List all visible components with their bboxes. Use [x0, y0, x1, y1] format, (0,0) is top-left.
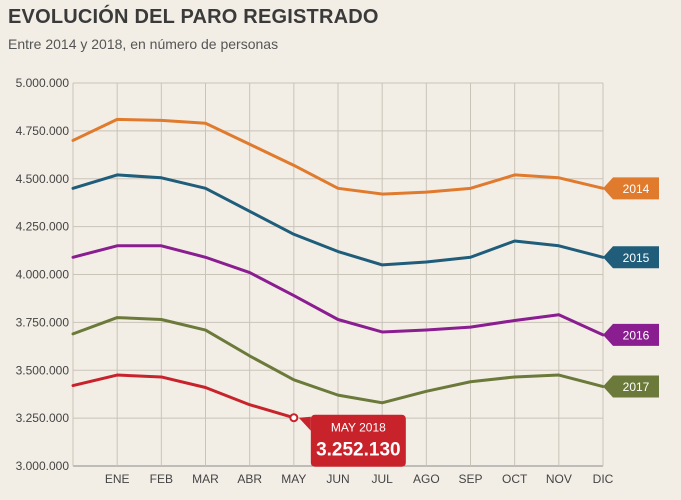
- x-tick-label: JUL: [371, 472, 393, 486]
- chart-subtitle: Entre 2014 y 2018, en número de personas: [8, 36, 279, 52]
- series-line-2016: [71, 244, 605, 337]
- series-badge-label: 2015: [623, 251, 650, 265]
- x-tick-label: FEB: [150, 472, 173, 486]
- series-badges: 2014 2015 2016 2017: [603, 177, 659, 398]
- series-line-2018: [71, 373, 296, 420]
- chart-title: EVOLUCIÓN DEL PARO REGISTRADO: [8, 6, 379, 28]
- series-badge-2014: 2014: [603, 177, 659, 200]
- x-tick-label: MAR: [192, 472, 219, 486]
- annotation-box: [310, 414, 406, 467]
- series-line-2015: [71, 173, 605, 267]
- annotation: MAY 2018 3.252.130: [289, 413, 406, 467]
- y-tick-label: 4.000.000: [16, 268, 70, 282]
- y-tick-label: 4.500.000: [16, 172, 70, 186]
- y-tick-label: 5.000.000: [16, 76, 70, 90]
- x-tick-label: MAY: [281, 472, 306, 486]
- x-tick-label: ENE: [105, 472, 130, 486]
- y-tick-label: 3.500.000: [16, 363, 70, 377]
- chart-grid: [72, 82, 604, 467]
- x-tick-label: AGO: [413, 472, 440, 486]
- x-tick-label: NOV: [546, 472, 572, 486]
- series-badge-2015: 2015: [603, 246, 659, 269]
- series-badge-2017: 2017: [603, 375, 659, 398]
- y-tick-label: 3.000.000: [16, 459, 70, 473]
- x-tick-label: OCT: [502, 472, 528, 486]
- x-axis-ticks: ENE FEB MAR ABR MAY JUN JUL AGO SEP OCT NOV DIC: [105, 472, 614, 486]
- x-tick-label: ABR: [237, 472, 262, 486]
- series-line-2017: [71, 316, 605, 405]
- series-badge-2016: 2016: [603, 323, 659, 346]
- y-tick-label: 3.250.000: [16, 411, 70, 425]
- annotation-value: 3.252.130: [316, 440, 401, 461]
- series-badge-label: 2017: [623, 380, 650, 394]
- y-axis-ticks: 3.000.000 3.250.000 3.500.000 3.750.000 4.00…: [16, 76, 70, 473]
- series-line-2014: [71, 117, 605, 196]
- y-tick-label: 3.750.000: [16, 315, 70, 329]
- x-tick-label: SEP: [458, 472, 482, 486]
- x-tick-label: JUN: [326, 472, 349, 486]
- x-tick-label: DIC: [593, 472, 614, 486]
- annotation-label: MAY 2018: [331, 421, 386, 435]
- series-lines: [71, 117, 605, 420]
- series-badge-label: 2014: [623, 182, 650, 196]
- y-tick-label: 4.750.000: [16, 124, 70, 138]
- annotation-point: [289, 413, 299, 423]
- series-badge-label: 2016: [623, 328, 650, 342]
- annotation-pointer: [298, 416, 311, 431]
- y-tick-label: 4.250.000: [16, 220, 70, 234]
